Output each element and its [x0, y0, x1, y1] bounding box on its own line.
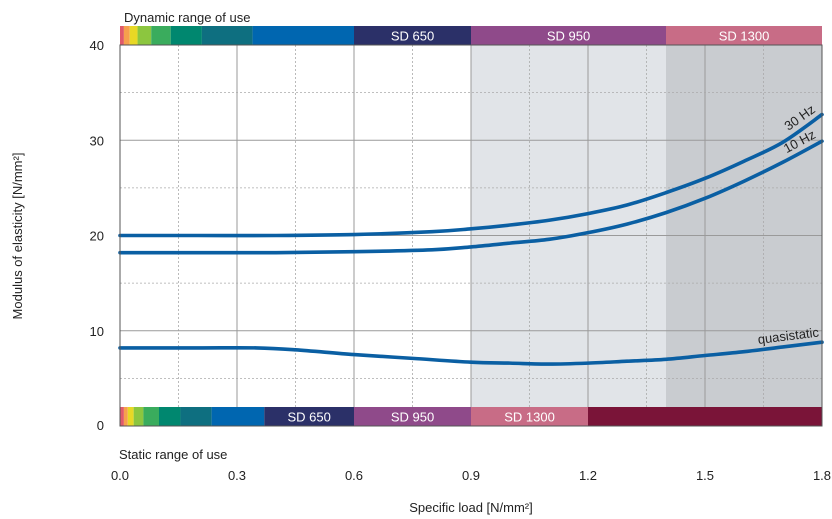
dynamic-range-segment [252, 26, 354, 45]
dynamic-range-segment [120, 26, 124, 45]
plot-frame [119, 44, 823, 427]
dynamic-range-segment [471, 26, 666, 45]
curve-label-quasistatic: quasistatic [757, 324, 820, 346]
dynamic-range-title: Dynamic range of use [124, 10, 250, 25]
static-range-segment [120, 407, 124, 426]
dynamic-range-segment [129, 26, 138, 45]
dynamic-range-label: SD 950 [547, 29, 590, 44]
curve-30-hz [118, 112, 824, 238]
static-range-label: SD 1300 [504, 410, 555, 425]
static-range-segment [264, 407, 354, 426]
x-tick-label: 1.5 [696, 468, 714, 483]
y-axis-title: Modulus of elasticity [N/mm²] [10, 153, 25, 320]
static-range-segment [123, 407, 128, 426]
x-tick-label: 0.3 [228, 468, 246, 483]
static-range-segment [211, 407, 265, 426]
dynamic-range-segment [170, 26, 202, 45]
dynamic-range-segment [354, 26, 471, 45]
y-tick-label: 0 [97, 418, 104, 433]
x-tick-label: 0.6 [345, 468, 363, 483]
static-range-label: SD 950 [391, 410, 434, 425]
static-range-label: SD 650 [287, 410, 330, 425]
dynamic-range-bar: SD 650 SD 950 SD 1300 [120, 26, 822, 45]
static-range-segment [588, 407, 822, 426]
dynamic-range-segment [123, 26, 130, 45]
static-range-segment [180, 407, 212, 426]
tick-labels: 0.0 0.3 0.6 0.9 1.2 1.5 1.8 0 10 20 30 40 [90, 38, 832, 483]
x-tick-label: 0.0 [111, 468, 129, 483]
static-range-segment [471, 407, 588, 426]
curve-quasistatic [118, 340, 824, 366]
static-range-segment [133, 407, 144, 426]
x-axis-title: Specific load [N/mm²] [409, 500, 533, 515]
y-tick-label: 30 [90, 133, 104, 148]
static-range-title: Static range of use [119, 447, 227, 462]
y-tick-label: 10 [90, 324, 104, 339]
static-range-bar: SD 650 SD 950 SD 1300 [120, 407, 822, 426]
grid [120, 45, 822, 426]
x-tick-label: 1.2 [579, 468, 597, 483]
dynamic-range-label: SD 1300 [719, 29, 770, 44]
dynamic-range-segment [151, 26, 171, 45]
y-tick-label: 40 [90, 38, 104, 53]
dynamic-range-segment [666, 26, 822, 45]
dynamic-range-label: SD 650 [391, 29, 434, 44]
x-tick-label: 0.9 [462, 468, 480, 483]
static-range-segment [143, 407, 159, 426]
dynamic-range-segment [201, 26, 253, 45]
static-range-segment [159, 407, 181, 426]
static-range-segment [127, 407, 134, 426]
static-range-segment [354, 407, 471, 426]
curve-10-hz [118, 139, 824, 255]
x-tick-label: 1.8 [813, 468, 831, 483]
y-tick-label: 20 [90, 229, 104, 244]
dynamic-range-segment [137, 26, 152, 45]
